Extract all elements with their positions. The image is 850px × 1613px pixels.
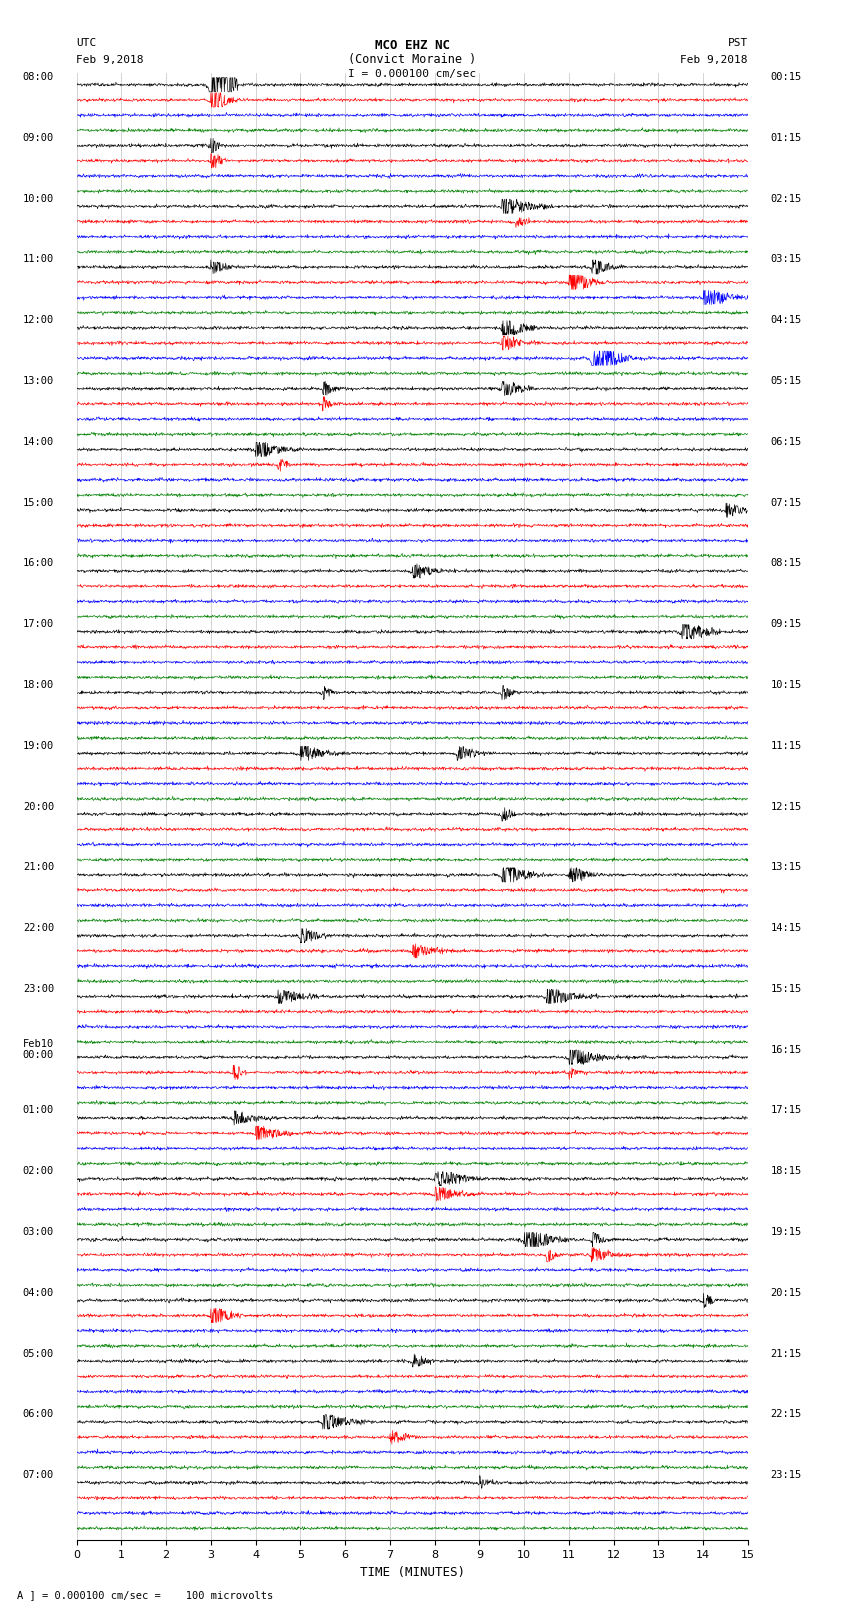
Text: 03:15: 03:15 bbox=[770, 255, 802, 265]
Text: 18:15: 18:15 bbox=[770, 1166, 802, 1176]
Text: 14:00: 14:00 bbox=[23, 437, 54, 447]
Text: A ] = 0.000100 cm/sec =    100 microvolts: A ] = 0.000100 cm/sec = 100 microvolts bbox=[17, 1590, 273, 1600]
Text: Feb10
00:00: Feb10 00:00 bbox=[23, 1039, 54, 1060]
Text: 04:00: 04:00 bbox=[23, 1287, 54, 1298]
Text: Feb 9,2018: Feb 9,2018 bbox=[76, 55, 144, 65]
Text: 13:00: 13:00 bbox=[23, 376, 54, 386]
Text: 07:15: 07:15 bbox=[770, 497, 802, 508]
X-axis label: TIME (MINUTES): TIME (MINUTES) bbox=[360, 1566, 465, 1579]
Text: 08:00: 08:00 bbox=[23, 73, 54, 82]
Text: 17:00: 17:00 bbox=[23, 619, 54, 629]
Text: 18:00: 18:00 bbox=[23, 681, 54, 690]
Text: 02:00: 02:00 bbox=[23, 1166, 54, 1176]
Text: 23:15: 23:15 bbox=[770, 1469, 802, 1481]
Text: 11:15: 11:15 bbox=[770, 740, 802, 750]
Text: 19:00: 19:00 bbox=[23, 740, 54, 750]
Text: Feb 9,2018: Feb 9,2018 bbox=[681, 55, 748, 65]
Text: 20:15: 20:15 bbox=[770, 1287, 802, 1298]
Text: 01:00: 01:00 bbox=[23, 1105, 54, 1116]
Text: 11:00: 11:00 bbox=[23, 255, 54, 265]
Text: PST: PST bbox=[728, 39, 748, 48]
Text: 01:15: 01:15 bbox=[770, 132, 802, 144]
Text: 12:15: 12:15 bbox=[770, 802, 802, 811]
Text: 21:00: 21:00 bbox=[23, 863, 54, 873]
Text: 15:15: 15:15 bbox=[770, 984, 802, 994]
Text: 15:00: 15:00 bbox=[23, 497, 54, 508]
Text: 09:15: 09:15 bbox=[770, 619, 802, 629]
Text: 22:15: 22:15 bbox=[770, 1410, 802, 1419]
Text: UTC: UTC bbox=[76, 39, 97, 48]
Text: 21:15: 21:15 bbox=[770, 1348, 802, 1358]
Text: 17:15: 17:15 bbox=[770, 1105, 802, 1116]
Text: 13:15: 13:15 bbox=[770, 863, 802, 873]
Text: MCO EHZ NC: MCO EHZ NC bbox=[375, 39, 450, 52]
Text: 23:00: 23:00 bbox=[23, 984, 54, 994]
Text: 16:00: 16:00 bbox=[23, 558, 54, 568]
Text: 07:00: 07:00 bbox=[23, 1469, 54, 1481]
Text: 06:15: 06:15 bbox=[770, 437, 802, 447]
Text: 10:15: 10:15 bbox=[770, 681, 802, 690]
Text: 14:15: 14:15 bbox=[770, 923, 802, 932]
Text: 02:15: 02:15 bbox=[770, 194, 802, 203]
Text: 04:15: 04:15 bbox=[770, 315, 802, 326]
Text: 05:15: 05:15 bbox=[770, 376, 802, 386]
Text: 03:00: 03:00 bbox=[23, 1227, 54, 1237]
Text: 20:00: 20:00 bbox=[23, 802, 54, 811]
Text: 09:00: 09:00 bbox=[23, 132, 54, 144]
Text: 08:15: 08:15 bbox=[770, 558, 802, 568]
Text: I = 0.000100 cm/sec: I = 0.000100 cm/sec bbox=[348, 69, 476, 79]
Text: 12:00: 12:00 bbox=[23, 315, 54, 326]
Text: (Convict Moraine ): (Convict Moraine ) bbox=[348, 53, 476, 66]
Text: 16:15: 16:15 bbox=[770, 1045, 802, 1055]
Text: 05:00: 05:00 bbox=[23, 1348, 54, 1358]
Text: 22:00: 22:00 bbox=[23, 923, 54, 932]
Text: 10:00: 10:00 bbox=[23, 194, 54, 203]
Text: 19:15: 19:15 bbox=[770, 1227, 802, 1237]
Text: 00:15: 00:15 bbox=[770, 73, 802, 82]
Text: 06:00: 06:00 bbox=[23, 1410, 54, 1419]
